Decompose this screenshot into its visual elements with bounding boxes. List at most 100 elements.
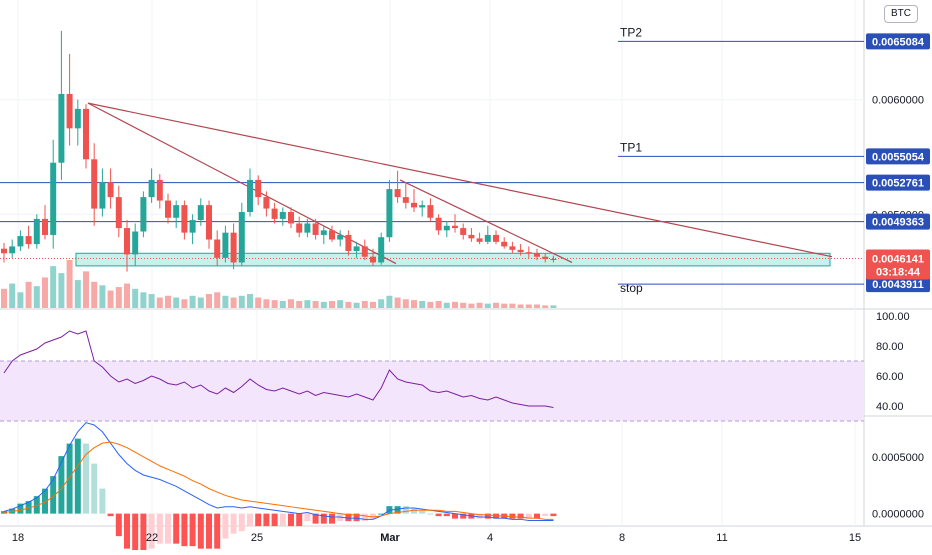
candle-body [222, 232, 229, 258]
candle-body [189, 220, 196, 233]
volume-bar [509, 303, 516, 308]
macd-histogram-bar [304, 513, 311, 522]
candle-body [452, 225, 458, 229]
macd-histogram-bar [402, 506, 409, 514]
candle-body [427, 205, 434, 218]
macd-histogram-bar [247, 513, 253, 527]
macd-histogram-bar [197, 513, 204, 549]
time-tick-label: 15 [849, 532, 861, 544]
price-tag-resistance-upper [866, 174, 930, 191]
time-tick-label: 4 [487, 532, 493, 544]
candle-body [124, 228, 130, 255]
candle-body [173, 205, 180, 218]
volume-bar [493, 302, 499, 308]
time-tick-label: 25 [251, 532, 263, 544]
macd-histogram-bar [255, 513, 262, 527]
volume-bar [42, 277, 48, 308]
macd-histogram-bar [345, 513, 352, 522]
macd-histogram-bar [534, 513, 540, 519]
macd-histogram-bar [452, 513, 458, 519]
volume-bar [550, 305, 557, 308]
volume-bar [17, 292, 24, 308]
candle-body [419, 205, 426, 208]
candle-body [468, 234, 475, 239]
candle-body [370, 256, 376, 263]
volume-bar [1, 288, 7, 308]
volume-bar [353, 302, 360, 308]
macd-histogram-bar [312, 513, 319, 524]
trendline-short-2 [399, 179, 573, 263]
volume-bar [9, 283, 16, 308]
macd-histogram-bar [271, 513, 278, 527]
volume-bar [402, 299, 409, 308]
macd-histogram-bar [107, 513, 114, 517]
candle-body [320, 230, 327, 235]
macd-histogram-bar [370, 513, 376, 519]
candle-body [230, 232, 237, 263]
volume-bar [411, 300, 417, 308]
volume-bar [263, 299, 270, 308]
candle-body [402, 197, 409, 203]
volume-bar [247, 294, 253, 308]
level-label-TP1: TP1 [620, 140, 642, 154]
candle-body [435, 217, 442, 231]
time-tick-label: 22 [146, 532, 158, 544]
macd-tick-label: 0.0000000 [872, 509, 924, 521]
candle-body [156, 179, 163, 201]
volume-bar [452, 301, 458, 308]
volume-bar [25, 281, 32, 308]
rsi-tick-label: 60.00 [876, 371, 904, 383]
candle-body [33, 218, 40, 245]
macd-histogram-bar [25, 501, 32, 514]
volume-bar [214, 292, 221, 308]
volume-bar [140, 292, 147, 308]
macd-histogram-bar [476, 513, 483, 519]
volume-bar [238, 295, 245, 308]
volume-bar [148, 294, 155, 308]
candle-body [460, 228, 467, 235]
volume-bar [74, 280, 81, 308]
volume-bar [66, 260, 73, 308]
currency-badge[interactable]: BTC [884, 5, 918, 23]
volume-bar [107, 290, 114, 308]
time-tick-label: Mar [380, 532, 400, 544]
macd-histogram-bar [394, 506, 401, 514]
macd-histogram-bar [42, 488, 48, 514]
candle-body [74, 108, 81, 129]
volume-bar [271, 300, 278, 308]
trendline-major [87, 102, 833, 258]
volume-bar [124, 283, 130, 308]
volume-bar [345, 301, 352, 308]
candle-body [99, 182, 106, 209]
macd-histogram-bar [148, 513, 155, 549]
macd-histogram-bar [411, 508, 417, 514]
volume-bar [197, 297, 204, 308]
volume-bar [132, 288, 139, 308]
candle-body [550, 259, 557, 261]
candle-body [501, 241, 508, 247]
macd-histogram-bar [279, 513, 286, 527]
candle-body [255, 179, 262, 198]
price-tag-TP2 [866, 33, 930, 50]
candle-body [140, 197, 147, 232]
candle-body [411, 202, 417, 208]
volume-bar [534, 304, 540, 308]
candle-body [83, 108, 89, 160]
candle-body [386, 189, 393, 238]
candle-body [17, 236, 24, 247]
candle-body [214, 239, 221, 258]
current-price-tag [866, 249, 930, 280]
candle-body [542, 256, 549, 260]
macd-histogram-bar [189, 513, 196, 547]
candle-body [509, 246, 516, 250]
macd-histogram-bar [427, 513, 434, 515]
candle-body [296, 223, 303, 233]
rsi-tick-label: 100.00 [876, 311, 910, 323]
current-price-text: 0.0046141 [872, 254, 924, 266]
macd-histogram-bar [378, 513, 385, 515]
macd-histogram-bar [435, 513, 442, 517]
macd-histogram-bar [33, 496, 40, 514]
macd-histogram-bar [484, 513, 491, 519]
